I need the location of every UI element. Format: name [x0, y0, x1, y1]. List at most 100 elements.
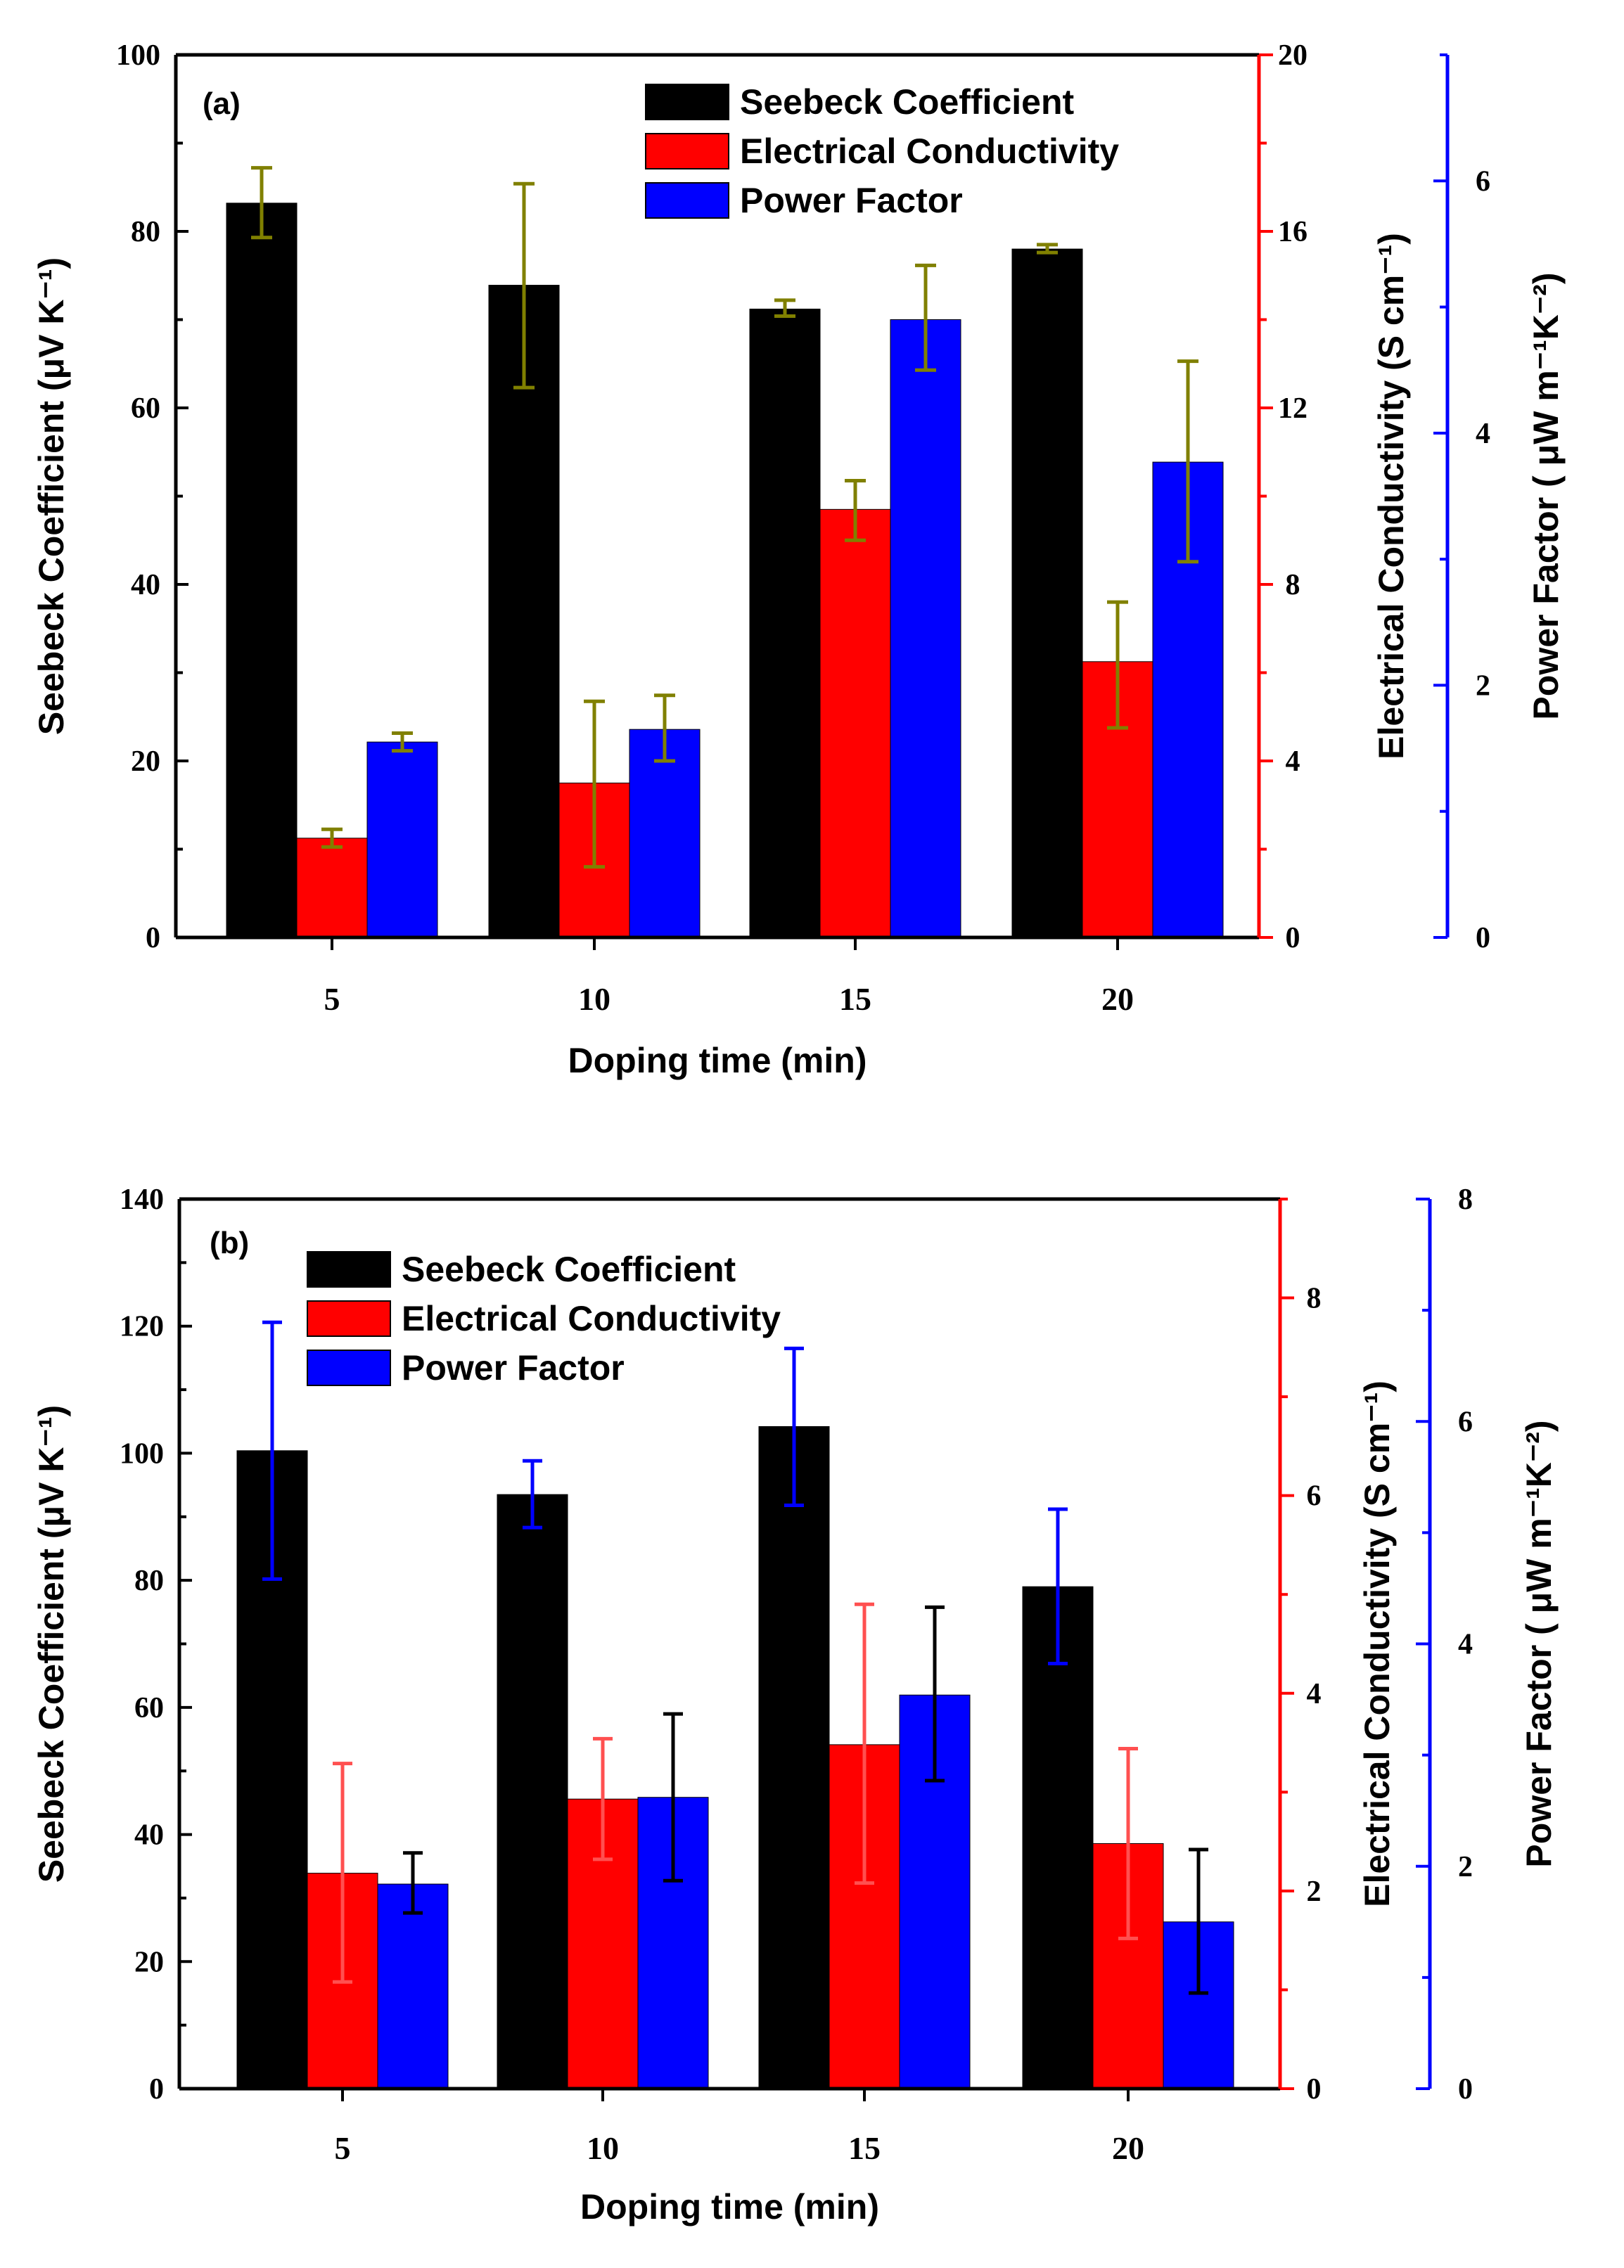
power-factor-tick-label: 4 — [1458, 1629, 1473, 1661]
conductivity-tick-label: 4 — [1307, 1678, 1322, 1710]
left-tick-label: 0 — [146, 922, 160, 954]
bar-electrical-conductivity-15 — [819, 508, 891, 938]
left-tick-label: 100 — [120, 1437, 164, 1470]
power-factor-tick-label: 0 — [1476, 922, 1490, 954]
legend-swatch-power-factor — [645, 182, 729, 219]
bar-power-factor-5 — [366, 741, 438, 938]
legend-label-power-factor: Power Factor — [402, 1348, 625, 1388]
x-tick-label: 15 — [839, 981, 871, 1017]
errorbar-electrical-conductivity-15 — [855, 1602, 874, 1885]
legend-label-electrical-conductivity: Electrical Conductivity — [402, 1299, 781, 1338]
conductivity-tick-label: 16 — [1278, 216, 1307, 248]
conductivity-tick-label: 12 — [1278, 392, 1307, 425]
errorbar-power-factor-20 — [1177, 359, 1198, 564]
left-tick-label: 20 — [131, 745, 160, 778]
bar-seebeck-coefficient-15 — [749, 308, 821, 938]
legend: Seebeck Coefficient Electrical Conductivi… — [307, 1250, 781, 1388]
left-tick-label: 20 — [134, 1946, 164, 1978]
errorbar-power-factor-15 — [915, 263, 936, 372]
conductivity-tick-label: 6 — [1307, 1480, 1322, 1513]
bar-seebeck-coefficient-10 — [488, 285, 560, 938]
bar-seebeck-coefficient-15 — [758, 1425, 830, 2089]
left-tick-label: 80 — [134, 1565, 164, 1597]
bar-power-factor-15 — [890, 319, 961, 938]
legend: Seebeck Coefficient Electrical Conductivi… — [645, 82, 1119, 220]
left-tick-label: 120 — [120, 1311, 164, 1343]
legend-swatch-seebeck-coefficient — [645, 84, 729, 120]
conductivity-tick-label: 20 — [1278, 39, 1307, 72]
conductivity-axis-title: Electrical Conductivity (S cm⁻¹) — [1372, 233, 1411, 760]
errorbar-electrical-conductivity-20 — [1118, 1746, 1138, 1940]
errorbar-electrical-conductivity-10 — [584, 699, 605, 869]
errorbar-seebeck-coefficient-15 — [784, 1346, 804, 1508]
left-tick-label: 140 — [120, 1184, 164, 1216]
conductivity-tick-label: 8 — [1286, 569, 1300, 601]
errorbar-electrical-conductivity-10 — [593, 1736, 613, 1862]
x-tick-label: 5 — [324, 981, 340, 1017]
bar-seebeck-coefficient-20 — [1011, 248, 1083, 938]
left-tick-label: 40 — [134, 1819, 164, 1852]
errorbar-power-factor-20 — [1189, 1847, 1208, 1995]
errorbar-power-factor-10 — [654, 693, 675, 763]
left-tick-label: 80 — [131, 216, 160, 248]
legend-swatch-power-factor — [307, 1350, 391, 1386]
errorbar-electrical-conductivity-5 — [321, 827, 343, 849]
left-tick-label: 60 — [134, 1692, 164, 1724]
bar-seebeck-coefficient-20 — [1022, 1586, 1094, 2089]
legend-label-seebeck-coefficient: Seebeck Coefficient — [740, 82, 1075, 122]
errorbar-electrical-conductivity-20 — [1107, 600, 1128, 730]
legend-swatch-seebeck-coefficient — [307, 1251, 391, 1288]
conductivity-axis-title: Electrical Conductivity (S cm⁻¹) — [1357, 1380, 1397, 1907]
errorbar-seebeck-coefficient-5 — [262, 1320, 282, 1581]
power-factor-tick-label: 2 — [1458, 1851, 1473, 1883]
errorbar-seebeck-coefficient-20 — [1037, 243, 1058, 255]
legend-label-electrical-conductivity: Electrical Conductivity — [740, 132, 1119, 171]
conductivity-tick-label: 2 — [1307, 1876, 1322, 1908]
panel-a: 0 20 40 60 80 100 0 4 8 12 16 20 0 2 4 6 5 10 15 20 Doping t… — [32, 39, 1566, 1080]
conductivity-tick-label: 0 — [1286, 922, 1300, 954]
bar-power-factor-5 — [377, 1883, 449, 2089]
power-factor-tick-label: 8 — [1458, 1184, 1473, 1216]
x-tick-label: 5 — [335, 2130, 351, 2166]
panel-label: (b) — [210, 1226, 249, 1260]
power-factor-tick-label: 4 — [1476, 418, 1490, 450]
x-tick-label: 15 — [848, 2130, 881, 2166]
errorbar-seebeck-coefficient-15 — [774, 298, 795, 318]
errorbar-seebeck-coefficient-10 — [513, 181, 535, 390]
errorbar-power-factor-5 — [403, 1851, 423, 1915]
errorbar-seebeck-coefficient-20 — [1048, 1507, 1068, 1666]
legend-swatch-electrical-conductivity — [645, 133, 729, 169]
seebeck-axis-title: Seebeck Coefficient (μV K⁻¹) — [32, 1405, 71, 1883]
x-tick-label: 10 — [578, 981, 610, 1017]
bar-electrical-conductivity-5 — [296, 838, 368, 938]
x-tick-label: 20 — [1112, 2130, 1144, 2166]
panel-label: (a) — [203, 87, 241, 121]
x-tick-label: 10 — [587, 2130, 619, 2166]
legend-label-seebeck-coefficient: Seebeck Coefficient — [402, 1250, 736, 1289]
errorbar-electrical-conductivity-15 — [845, 479, 866, 542]
legend-swatch-electrical-conductivity — [307, 1300, 391, 1337]
left-tick-label: 40 — [131, 569, 160, 601]
left-tick-label: 60 — [131, 392, 160, 425]
x-axis-title: Doping time (min) — [580, 2187, 879, 2227]
bar-seebeck-coefficient-10 — [497, 1494, 568, 2089]
left-tick-label: 0 — [149, 2073, 164, 2106]
errorbar-electrical-conductivity-5 — [333, 1762, 352, 1984]
x-axis-title: Doping time (min) — [568, 1041, 867, 1080]
errorbar-seebeck-coefficient-5 — [251, 166, 272, 240]
x-tick-label: 20 — [1101, 981, 1134, 1017]
left-tick-label: 100 — [116, 39, 160, 72]
bar-power-factor-10 — [629, 729, 701, 938]
power-factor-axis-title: Power Factor ( μW m⁻¹K⁻²) — [1526, 272, 1566, 719]
errorbar-power-factor-5 — [392, 731, 413, 753]
conductivity-tick-label: 8 — [1307, 1283, 1322, 1315]
errorbar-power-factor-15 — [925, 1605, 945, 1783]
power-factor-tick-label: 6 — [1476, 165, 1490, 198]
power-factor-axis-title: Power Factor ( μW m⁻¹K⁻²) — [1519, 1420, 1559, 1867]
errorbar-power-factor-10 — [663, 1712, 683, 1883]
seebeck-axis-title: Seebeck Coefficient (μV K⁻¹) — [32, 257, 71, 735]
power-factor-tick-label: 2 — [1476, 669, 1490, 702]
power-factor-tick-label: 0 — [1458, 2073, 1473, 2106]
